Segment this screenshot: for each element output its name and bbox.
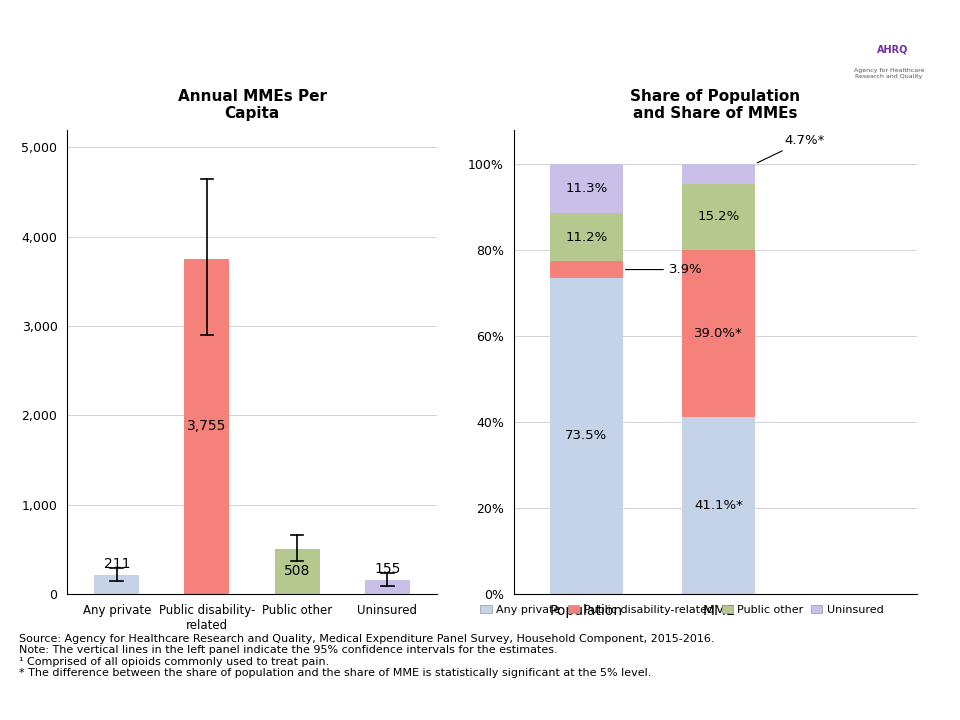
Text: Agency for Healthcare
Research and Quality: Agency for Healthcare Research and Quali… [853, 68, 924, 79]
Bar [550, 213, 623, 261]
Text: 39.0%*: 39.0%* [694, 327, 743, 340]
Text: Source: Agency for Healthcare Research and Quality, Medical Expenditure Panel Su: Source: Agency for Healthcare Research a… [19, 634, 714, 678]
Title: Share of Population
and Share of MMEs: Share of Population and Share of MMEs [630, 89, 801, 122]
Title: Annual MMEs Per
Capita: Annual MMEs Per Capita [178, 89, 326, 122]
Bar [550, 278, 623, 594]
Bar [275, 549, 320, 594]
Text: AHRQ: AHRQ [877, 44, 908, 54]
Bar [683, 184, 755, 250]
Text: 508: 508 [284, 564, 310, 578]
Text: 73.5%: 73.5% [565, 429, 608, 443]
Bar [683, 250, 755, 418]
Text: 3,755: 3,755 [187, 419, 227, 433]
Bar [550, 164, 623, 213]
Bar [365, 580, 410, 594]
Text: 15.2%: 15.2% [697, 210, 739, 223]
Text: 41.1%*: 41.1%* [694, 499, 743, 512]
Text: 11.2%: 11.2% [565, 230, 608, 243]
Text: Figure 6a: Annual Morphine Milligram Equivalents (MMEs) of outpatient prescripti: Figure 6a: Annual Morphine Milligram Equ… [34, 26, 734, 76]
Bar [683, 164, 755, 184]
Bar [683, 418, 755, 594]
Text: 155: 155 [374, 562, 400, 576]
Bar [94, 575, 139, 594]
Bar [184, 258, 229, 594]
Text: 211: 211 [104, 557, 130, 571]
Text: 3.9%: 3.9% [626, 263, 703, 276]
Ellipse shape [804, 6, 952, 96]
Text: 4.7%*: 4.7%* [757, 134, 825, 163]
Text: 11.3%: 11.3% [565, 182, 608, 195]
Legend: Any private, Public disability-related, Public other, Uninsured: Any private, Public disability-related, … [476, 600, 888, 620]
Bar [550, 261, 623, 278]
